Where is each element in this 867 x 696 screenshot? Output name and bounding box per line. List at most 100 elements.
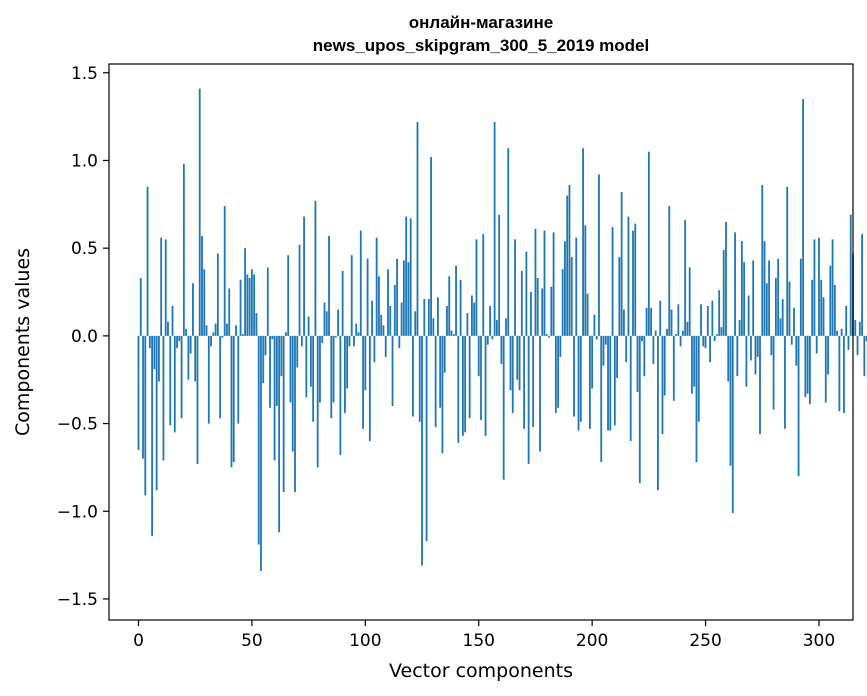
bar-202 — [595, 335, 598, 340]
x-tick-label: 100 — [349, 631, 381, 651]
bar-298 — [813, 239, 816, 336]
bar-94 — [350, 255, 353, 336]
bar-28 — [201, 235, 203, 336]
bar-259 — [725, 221, 727, 336]
bar-21 — [185, 328, 188, 336]
bar-205 — [602, 335, 605, 366]
bar-86 — [332, 335, 335, 403]
bar-23 — [189, 335, 192, 354]
bar-197 — [584, 225, 587, 336]
bar-26 — [196, 335, 199, 464]
x-tick-label: 250 — [689, 631, 721, 651]
bar-203 — [598, 174, 600, 336]
bar-71 — [298, 244, 301, 336]
bar-150 — [477, 335, 480, 377]
bar-8 — [155, 335, 158, 491]
bar-294 — [804, 335, 807, 398]
bar-239 — [679, 335, 682, 347]
bar-35 — [216, 253, 219, 336]
bar-252 — [709, 335, 711, 363]
bar-52 — [255, 313, 258, 336]
bar-225 — [647, 151, 650, 336]
bar-50 — [251, 269, 253, 336]
x-axis-label: Vector components — [389, 660, 573, 682]
bar-311 — [843, 335, 845, 414]
bar-39 — [226, 323, 228, 336]
bar-157 — [493, 121, 496, 336]
bar-237 — [675, 334, 677, 336]
bar-99 — [362, 335, 364, 429]
bar-85 — [330, 335, 333, 419]
bar-295 — [806, 335, 809, 394]
bar-177 — [539, 335, 541, 452]
bar-214 — [623, 309, 625, 336]
bar-231 — [661, 335, 664, 435]
bar-187 — [561, 269, 564, 336]
bar-222 — [641, 335, 643, 342]
bar-277 — [765, 283, 768, 336]
bar-67 — [289, 335, 292, 403]
bar-228 — [654, 330, 657, 336]
bar-58 — [269, 335, 271, 408]
bar-41 — [230, 335, 233, 468]
bar-211 — [616, 335, 618, 378]
bar-255 — [716, 334, 718, 336]
bar-290 — [795, 335, 798, 366]
bar-249 — [702, 335, 705, 347]
bar-152 — [482, 234, 485, 336]
plot-frame — [108, 63, 854, 621]
bar-118 — [405, 216, 408, 336]
bar-136 — [446, 306, 448, 336]
bar-77 — [312, 335, 315, 422]
bar-274 — [759, 335, 761, 435]
bar-88 — [337, 309, 339, 336]
bar-240 — [681, 330, 684, 336]
bar-134 — [441, 335, 444, 454]
bar-305 — [829, 265, 832, 336]
bar-78 — [314, 200, 317, 336]
bar-7 — [153, 335, 156, 370]
bar-296 — [809, 335, 811, 405]
y-tick-label: −1.0 — [57, 502, 98, 522]
bar-16 — [173, 335, 176, 433]
bar-48 — [246, 274, 249, 336]
y-axis-ticks: −1.5 −1.0 −0.5 0.0 0.5 1.0 1.5 — [57, 64, 109, 610]
bar-245 — [693, 335, 696, 387]
bar-87 — [334, 335, 337, 338]
bar-316 — [854, 320, 857, 336]
bar-49 — [248, 277, 251, 336]
bar-280 — [772, 335, 775, 410]
bar-44 — [237, 335, 240, 424]
bar-46 — [241, 334, 244, 336]
bar-262 — [731, 335, 734, 514]
bar-199 — [588, 335, 591, 429]
bar-132 — [437, 297, 439, 336]
x-axis-ticks: 0 50 100 150 200 250 300 — [133, 620, 835, 651]
bar-267 — [743, 262, 746, 336]
bar-173 — [530, 292, 532, 336]
bar-100 — [364, 335, 367, 391]
bar-210 — [613, 335, 616, 426]
bar-221 — [638, 335, 641, 484]
bar-36 — [219, 335, 222, 419]
bar-101 — [366, 258, 369, 336]
bar-25 — [194, 335, 197, 382]
bar-260 — [727, 335, 730, 382]
bar-223 — [643, 335, 646, 377]
bar-209 — [611, 227, 614, 336]
bar-121 — [412, 335, 414, 417]
bar-194 — [577, 335, 580, 431]
bar-133 — [439, 335, 442, 408]
bar-56 — [264, 335, 267, 356]
bar-55 — [262, 335, 265, 384]
bar-146 — [468, 335, 471, 419]
bar-142 — [459, 279, 462, 336]
bar-192 — [573, 335, 575, 417]
bar-72 — [300, 335, 303, 347]
chart-title-line2: news_upos_skipgram_300_5_2019 model — [313, 36, 649, 55]
bar-131 — [434, 335, 437, 428]
bar-207 — [607, 335, 609, 431]
bar-184 — [554, 335, 557, 414]
bar-229 — [657, 335, 659, 491]
bar-190 — [568, 185, 571, 336]
